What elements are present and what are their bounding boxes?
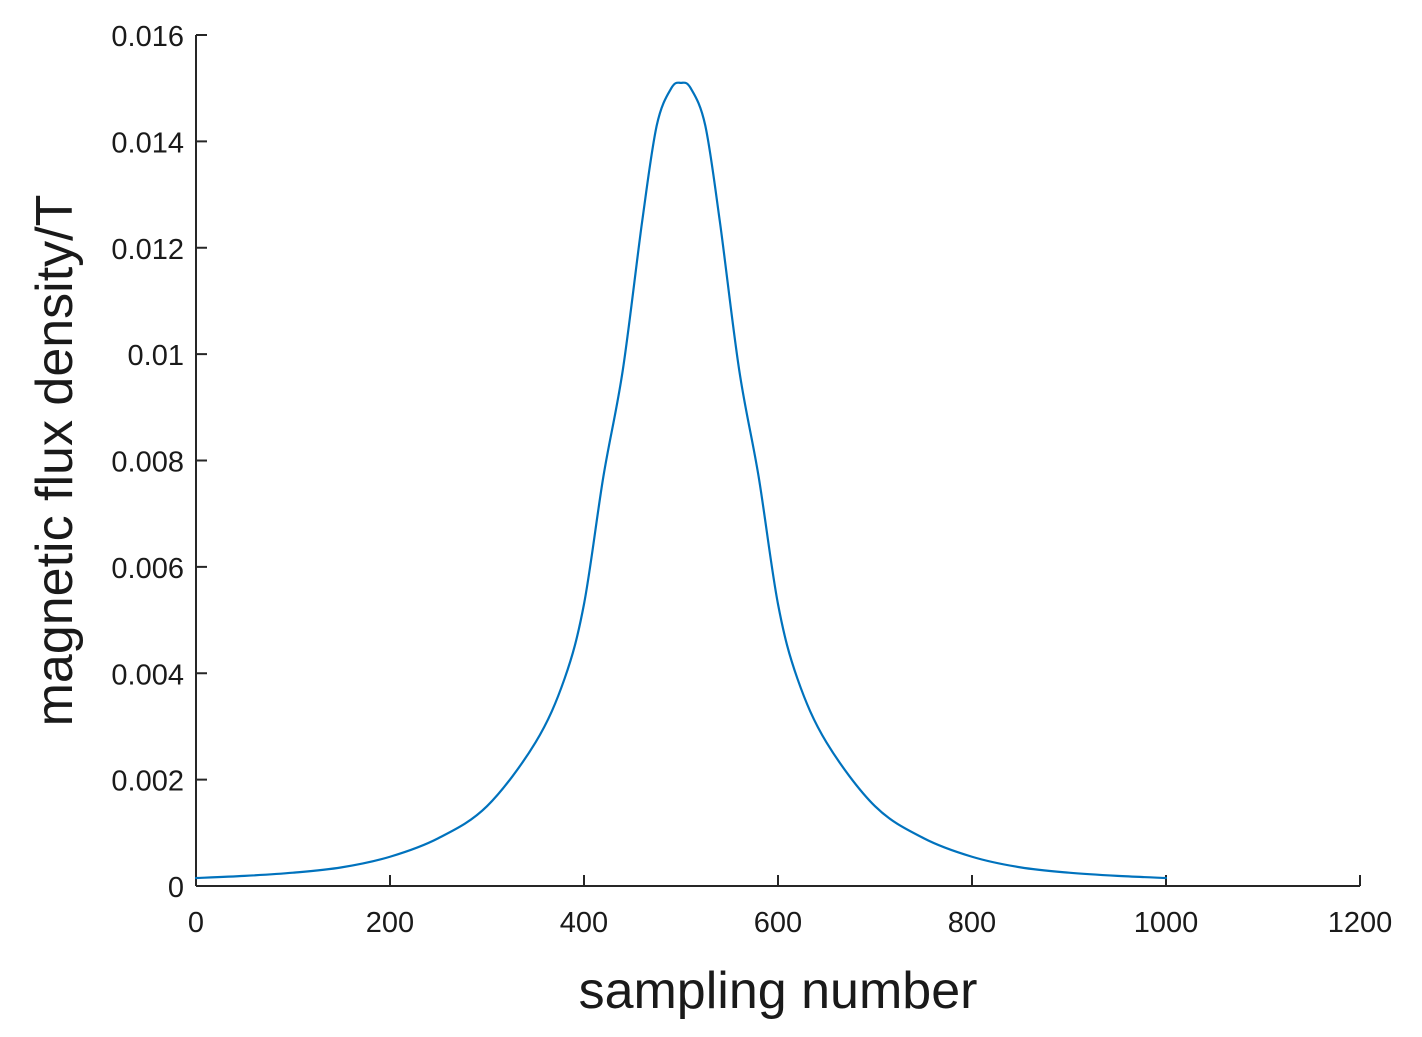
x-tick-label: 400 <box>560 907 608 939</box>
x-tick-label: 800 <box>948 907 996 939</box>
y-tick-label: 0.014 <box>111 127 184 159</box>
y-tick-label: 0.006 <box>111 553 184 585</box>
x-axis-title: sampling number <box>579 962 978 1020</box>
y-tick-label: 0.016 <box>111 21 184 53</box>
x-tick-label: 200 <box>366 907 414 939</box>
y-tick-label: 0.002 <box>111 766 184 798</box>
x-tick-label: 1200 <box>1328 907 1393 939</box>
y-tick-label: 0.008 <box>111 447 184 479</box>
y-tick-label: 0 <box>168 872 184 904</box>
ticks-layer: 0 200 400 600 800 1000 1200 0 0.002 0.004 0.006 0.0… <box>111 21 1392 939</box>
x-tick-label: 600 <box>754 907 802 939</box>
x-tick-label: 0 <box>188 907 204 939</box>
y-axis-title: magnetic flux density/T <box>26 195 84 727</box>
series-line <box>194 81 1168 880</box>
y-tick-label: 0.01 <box>128 340 184 372</box>
y-tick-label: 0.012 <box>111 234 184 266</box>
x-tick-label: 1000 <box>1134 907 1199 939</box>
y-tick-label: 0.004 <box>111 659 184 691</box>
